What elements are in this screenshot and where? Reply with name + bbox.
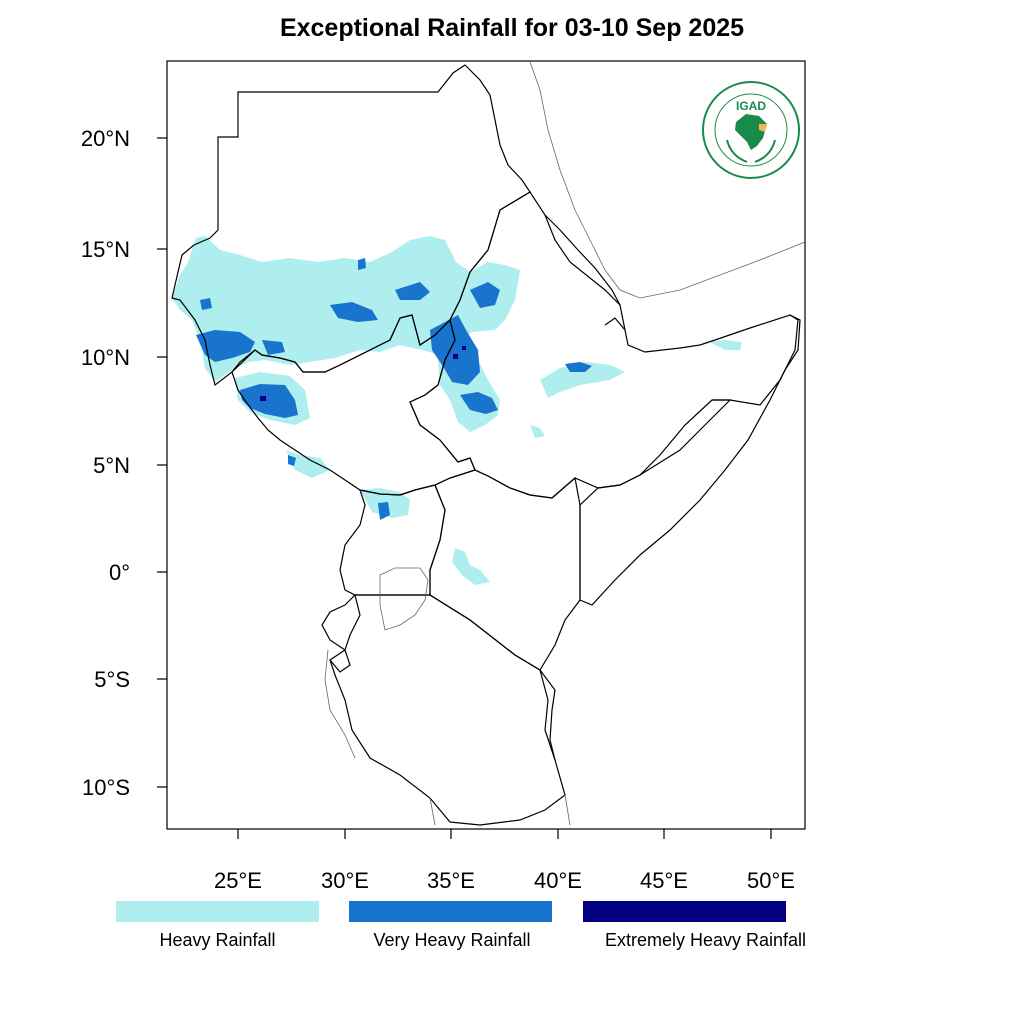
axis-ticks xyxy=(157,137,772,839)
plot-frame xyxy=(166,60,806,830)
legend-swatch-extreme xyxy=(583,901,786,922)
extreme-rainfall-areas xyxy=(260,346,466,401)
lon-tick-label: 50°E xyxy=(747,868,795,893)
legend-label-very-heavy: Very Heavy Rainfall xyxy=(373,930,531,950)
country-borders xyxy=(171,64,801,826)
lon-tick-label: 40°E xyxy=(534,868,582,893)
lat-tick-label: 20°N xyxy=(81,126,130,151)
very-heavy-rainfall-areas xyxy=(196,258,592,520)
igad-logo: IGAD xyxy=(702,81,800,179)
lat-tick-label: 10°S xyxy=(82,775,130,800)
lon-tick-label: 45°E xyxy=(640,868,688,893)
legend-swatch-heavy xyxy=(116,901,319,922)
lat-tick-label: 5°N xyxy=(93,453,130,478)
lat-tick-label: 5°S xyxy=(94,667,130,692)
map-title: Exceptional Rainfall for 03-10 Sep 2025 xyxy=(279,14,745,42)
lon-tick-label: 35°E xyxy=(427,868,475,893)
legend-label-extreme: Extremely Heavy Rainfall xyxy=(604,930,807,950)
lat-tick-label: 15°N xyxy=(81,237,130,262)
lat-tick-label: 0° xyxy=(109,560,130,585)
lat-tick-label: 10°N xyxy=(81,345,130,370)
legend-label-heavy: Heavy Rainfall xyxy=(159,930,276,950)
logo-text: IGAD xyxy=(736,99,766,113)
legend-swatch-very-heavy xyxy=(349,901,552,922)
rainfall-shading xyxy=(172,236,742,585)
lakes-and-rivers xyxy=(324,61,806,826)
lon-tick-label: 30°E xyxy=(321,868,369,893)
lon-tick-label: 25°E xyxy=(214,868,262,893)
